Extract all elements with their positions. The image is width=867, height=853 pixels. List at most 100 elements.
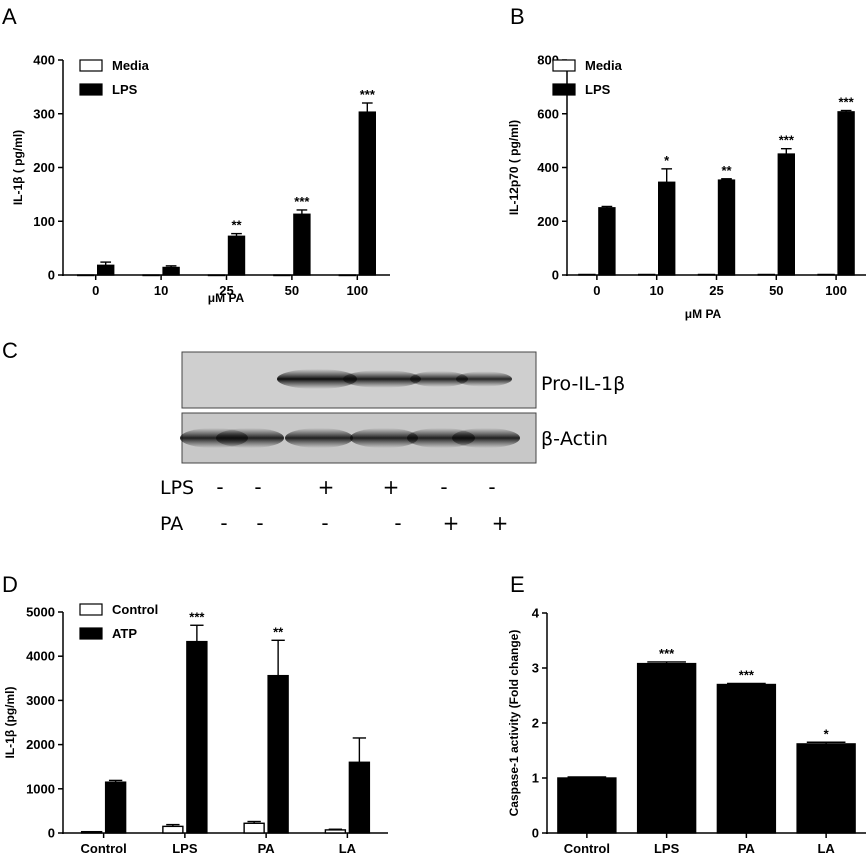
y-axis-label: IL-1β (pg/ml)	[3, 687, 17, 759]
blot-sign-pa: -	[220, 511, 227, 535]
significance-label: ***	[294, 194, 310, 209]
significance-label: *	[664, 153, 670, 168]
blot-band-pro-il1b	[277, 369, 357, 389]
legend-swatch	[552, 83, 576, 96]
blot-band-actin	[216, 428, 284, 448]
bar-media	[757, 273, 775, 276]
blot-sign-lps: -	[440, 475, 447, 499]
x-tick-label: LA	[817, 841, 835, 853]
y-tick-label: 5000	[26, 605, 55, 620]
significance-label: *	[824, 726, 830, 741]
bar-atp	[104, 781, 127, 834]
x-tick-label: PA	[258, 841, 276, 853]
bar-lps	[777, 153, 795, 276]
y-tick-label: 0	[552, 268, 559, 283]
chart-A: 0 100 200 300 400 0 10 25 ** 50 *** 100 *** μM PA IL-1…	[11, 53, 390, 305]
bar-atp	[267, 674, 289, 834]
legend-label: Control	[112, 602, 158, 617]
y-tick-label: 300	[33, 106, 55, 121]
blot-band-actin	[452, 428, 520, 448]
legend-swatch	[79, 59, 103, 72]
bar-lps	[162, 266, 180, 276]
legend: Control ATP	[79, 602, 158, 641]
y-tick-label: 3	[532, 661, 539, 676]
x-tick-label: 0	[92, 283, 99, 298]
significance-label: ***	[839, 95, 855, 110]
bar-lps	[293, 213, 311, 276]
bar-lps	[358, 111, 376, 276]
legend-label: Media	[585, 58, 623, 73]
bar-atp	[348, 761, 371, 834]
bar-value	[557, 777, 617, 834]
bar-media	[142, 274, 160, 277]
blot-band-actin	[350, 428, 418, 448]
y-axis-label: IL-12p70 ( pg/ml)	[507, 120, 521, 215]
x-tick-label: 50	[285, 283, 299, 298]
panel-label: B	[510, 4, 525, 29]
y-tick-label: 400	[537, 160, 559, 175]
blot-sign-lps: -	[216, 475, 223, 499]
legend-label: LPS	[585, 82, 611, 97]
y-tick-label: 0	[48, 826, 55, 841]
blot-sign-pa: -	[256, 511, 263, 535]
blot-band-pro-il1b	[343, 370, 421, 388]
y-tick-label: 3000	[26, 693, 55, 708]
significance-label: ***	[659, 646, 675, 661]
blot-sign-pa: +	[443, 511, 460, 535]
legend-label: LPS	[112, 82, 138, 97]
x-tick-label: Control	[81, 841, 127, 853]
x-tick-label: LPS	[172, 841, 198, 853]
chart-E: 0 1 2 3 4 Control LPS *** PA *** LA * Caspase-1 acti…	[507, 606, 866, 853]
x-tick-label: 10	[154, 283, 168, 298]
x-tick-label: 0	[593, 283, 600, 298]
blot-sign-lps: +	[383, 475, 400, 499]
x-tick-label: 25	[709, 283, 723, 298]
x-axis-label: μM PA	[208, 291, 245, 305]
chart-D: 0 1000 2000 3000 4000 5000 Control LPS *** PA ** LA…	[3, 602, 388, 853]
bar-media	[338, 274, 356, 277]
blot-row-label-lps: LPS	[160, 477, 194, 499]
x-tick-label: LA	[339, 841, 357, 853]
x-tick-label: 10	[649, 283, 663, 298]
bar-media	[817, 273, 835, 276]
y-tick-label: 600	[537, 106, 559, 121]
y-tick-label: 200	[33, 160, 55, 175]
blot-sign-lps: +	[318, 475, 335, 499]
bar-lps	[837, 111, 855, 276]
blot-band-label: Pro-IL-1β	[541, 373, 625, 395]
blot-band-pro-il1b	[410, 371, 468, 387]
legend-swatch	[552, 59, 576, 72]
x-tick-label: 50	[769, 283, 783, 298]
x-tick-label: 25	[219, 283, 233, 298]
significance-label: ***	[739, 667, 755, 682]
x-tick-label: Control	[564, 841, 610, 853]
legend: Media LPS	[79, 58, 150, 97]
western-blot: Pro-IL-1β β-Actin LPS PA - - + + - - - - - - + +	[160, 351, 625, 535]
x-tick-label: 100	[825, 283, 847, 298]
panel-label: A	[2, 4, 17, 29]
panel-label: D	[2, 572, 18, 597]
x-tick-label: PA	[738, 841, 756, 853]
bar-lps	[227, 235, 246, 276]
panel-label: E	[510, 572, 525, 597]
legend-swatch	[79, 83, 103, 96]
x-axis-label: μM PA	[685, 307, 722, 321]
bar-lps	[598, 207, 616, 276]
bar-lps	[96, 264, 115, 276]
bar-value	[636, 662, 697, 834]
legend-label: Media	[112, 58, 150, 73]
bar-media	[697, 273, 716, 276]
x-tick-label: 100	[346, 283, 368, 298]
blot-band-label: β-Actin	[541, 428, 608, 450]
bar-control	[243, 822, 265, 834]
significance-label: **	[721, 163, 732, 178]
legend-swatch	[79, 603, 103, 616]
blot-sign-pa: -	[321, 511, 328, 535]
significance-label: ***	[189, 609, 205, 624]
legend-label: ATP	[112, 626, 137, 641]
y-tick-label: 2000	[26, 737, 55, 752]
bar-media	[207, 274, 226, 277]
panel-label: C	[2, 338, 18, 363]
legend: Media LPS	[552, 58, 623, 97]
